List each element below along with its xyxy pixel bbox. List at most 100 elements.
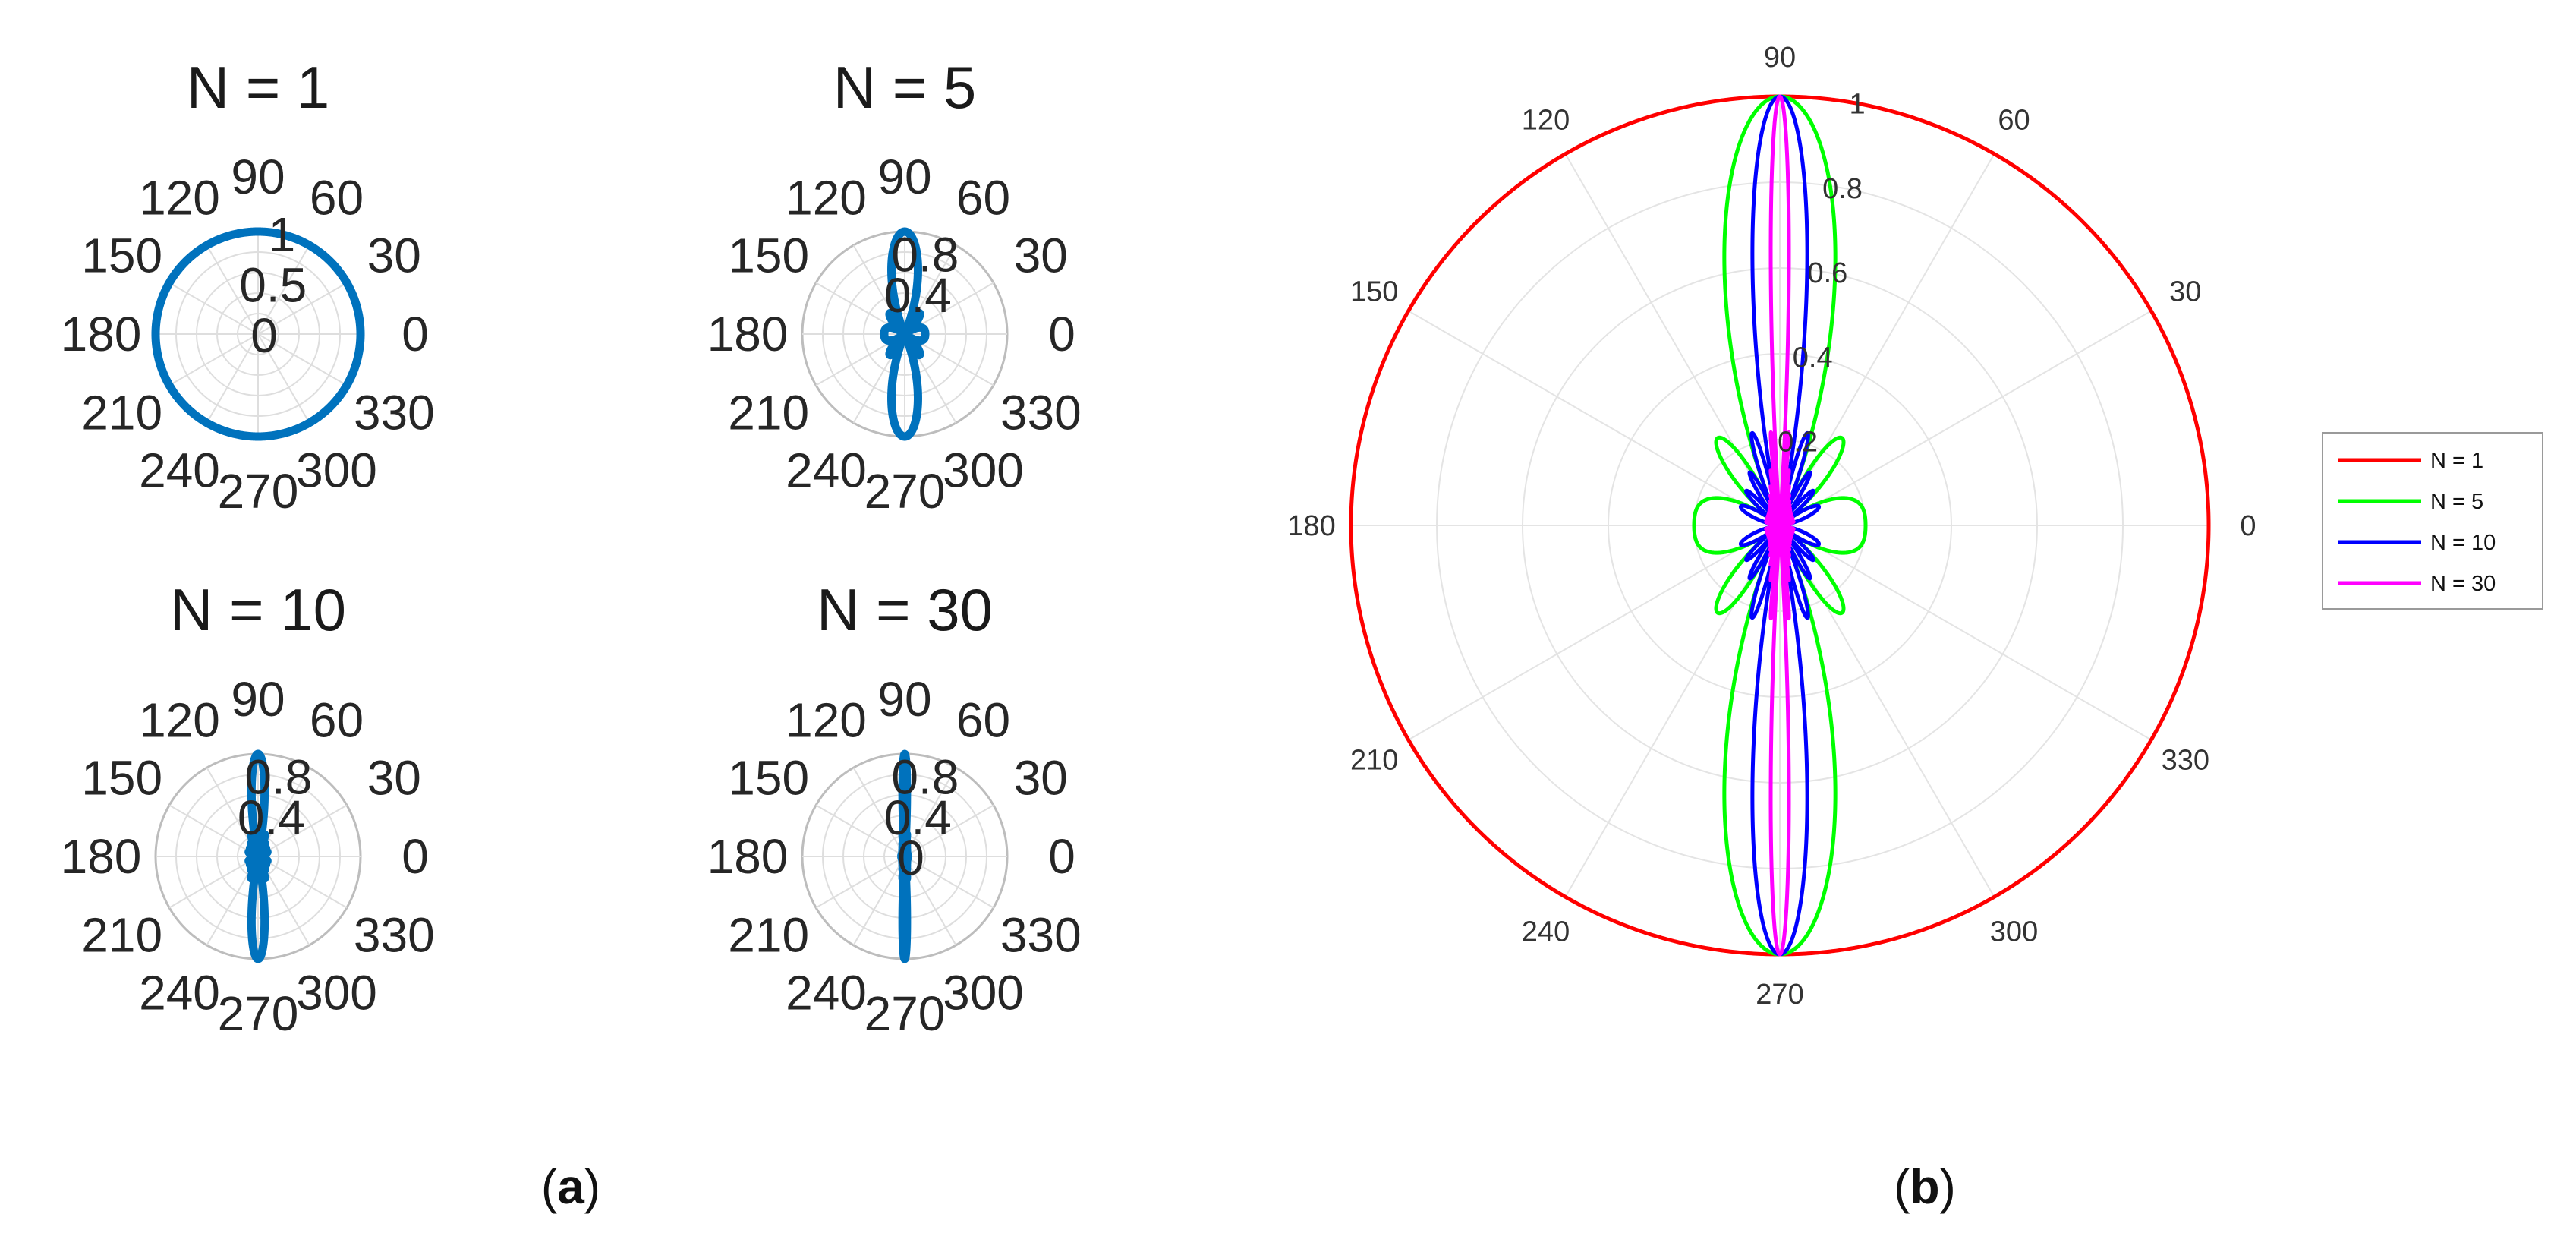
- legend-label-n5: N = 5: [2430, 490, 2483, 514]
- theta-label-240: 240: [1522, 916, 1570, 948]
- theta-label-270: 270: [1756, 979, 1803, 1011]
- legend-label-n30: N = 30: [2430, 572, 2496, 596]
- theta-label-90: 90: [877, 672, 931, 727]
- r-tick-label: 1: [269, 207, 296, 262]
- theta-label-180: 180: [61, 307, 142, 361]
- grid-spoke: [168, 282, 348, 386]
- caption-a: (a): [541, 1159, 600, 1214]
- theta-label-90: 90: [231, 672, 285, 727]
- theta-label-30: 30: [367, 229, 421, 283]
- pattern-line-n10: [244, 749, 272, 963]
- theta-label-150: 150: [81, 751, 162, 806]
- r-tick-label: 1: [1850, 89, 1866, 121]
- theta-label-60: 60: [956, 693, 1010, 748]
- pattern-line-n30: [897, 749, 912, 963]
- theta-label-0: 0: [1048, 307, 1075, 361]
- theta-label-330: 330: [1000, 386, 1082, 440]
- pattern-line-n1: [151, 227, 365, 441]
- panel-b: 0 30 60 90 120 150 180 210 240 270 300 330 0.2 0.4 0.6…: [1287, 42, 2543, 1011]
- theta-label-240: 240: [786, 965, 867, 1020]
- caption-b: (b): [1894, 1159, 1956, 1214]
- subplot-n30: 030609012015018021024027030033000.40.8N …: [707, 576, 1082, 1041]
- legend-box: [2322, 432, 2543, 610]
- theta-label-300: 300: [296, 443, 377, 497]
- theta-label-180: 180: [1287, 510, 1335, 542]
- theta-label-30: 30: [2169, 276, 2201, 308]
- series-line-n1: [1349, 94, 2211, 957]
- r-tick-label: 0.8: [891, 750, 959, 805]
- theta-label-330: 330: [354, 908, 435, 963]
- theta-label-90: 90: [231, 150, 285, 204]
- theta-label-270: 270: [864, 464, 946, 519]
- theta-label-120: 120: [139, 171, 220, 225]
- theta-label-30: 30: [367, 751, 421, 806]
- theta-label-150: 150: [728, 751, 809, 806]
- theta-label-60: 60: [310, 171, 364, 225]
- theta-label-210: 210: [728, 908, 809, 963]
- theta-label-300: 300: [296, 965, 377, 1020]
- theta-label-30: 30: [1014, 751, 1068, 806]
- caption-close-paren-a: ): [584, 1159, 600, 1214]
- theta-label-210: 210: [81, 908, 162, 963]
- legend-label-n10: N = 10: [2430, 531, 2496, 555]
- theta-label-210: 210: [81, 386, 162, 440]
- r-tick-label: 0.5: [239, 258, 307, 313]
- subplot-title: N = 5: [833, 54, 977, 121]
- theta-label-180: 180: [707, 307, 789, 361]
- theta-label-210: 210: [1350, 745, 1398, 777]
- legend-label-n1: N = 1: [2430, 449, 2483, 473]
- theta-label-120: 120: [786, 171, 867, 225]
- theta-label-90: 90: [877, 150, 931, 204]
- theta-label-240: 240: [139, 443, 220, 497]
- series-line-n30: [1764, 94, 1796, 957]
- r-tick-label: 0: [250, 308, 278, 363]
- theta-label-300: 300: [1990, 916, 2038, 948]
- theta-label-150: 150: [1350, 276, 1398, 308]
- theta-label-150: 150: [81, 229, 162, 283]
- r-tick-label: 0.4: [884, 268, 952, 323]
- caption-close-paren-b: ): [1940, 1159, 1956, 1214]
- theta-label-240: 240: [786, 443, 867, 497]
- theta-label-0: 0: [402, 829, 429, 884]
- theta-label-270: 270: [864, 986, 946, 1041]
- caption-open-paren-a: (: [541, 1159, 557, 1214]
- theta-label-210: 210: [728, 386, 809, 440]
- theta-label-150: 150: [728, 229, 809, 283]
- subplot-title: N = 1: [187, 54, 330, 121]
- r-tick-label: 0.6: [1807, 257, 1847, 289]
- r-tick-label: 0.8: [244, 750, 312, 805]
- theta-label-330: 330: [354, 386, 435, 440]
- theta-label-270: 270: [218, 464, 299, 519]
- theta-label-300: 300: [943, 443, 1024, 497]
- theta-label-180: 180: [707, 829, 789, 884]
- theta-label-270: 270: [218, 986, 299, 1041]
- r-tick-label: 0.4: [238, 790, 305, 845]
- r-tick-label: 0.8: [1822, 173, 1863, 205]
- caption-letter-b: b: [1910, 1159, 1939, 1214]
- legend: N = 1 N = 5 N = 10 N = 30: [2322, 432, 2543, 610]
- r-tick-label: 0.4: [884, 790, 952, 845]
- theta-label-0: 0: [1048, 829, 1075, 884]
- caption-letter-a: a: [557, 1159, 584, 1214]
- pattern-line-n5: [880, 227, 930, 441]
- theta-label-0: 0: [2240, 510, 2256, 542]
- theta-label-90: 90: [1764, 42, 1796, 74]
- theta-label-120: 120: [786, 693, 867, 748]
- theta-label-60: 60: [310, 693, 364, 748]
- theta-label-120: 120: [1522, 105, 1570, 137]
- theta-label-180: 180: [61, 829, 142, 884]
- r-tick-label: 0.4: [1793, 342, 1833, 374]
- r-tick-label: 0: [897, 831, 924, 885]
- subplot-title: N = 10: [170, 576, 346, 643]
- theta-label-330: 330: [1000, 908, 1082, 963]
- theta-label-0: 0: [402, 307, 429, 361]
- r-tick-label: 0.8: [891, 228, 959, 282]
- theta-label-60: 60: [956, 171, 1010, 225]
- theta-label-300: 300: [943, 965, 1024, 1020]
- theta-label-330: 330: [2162, 745, 2209, 777]
